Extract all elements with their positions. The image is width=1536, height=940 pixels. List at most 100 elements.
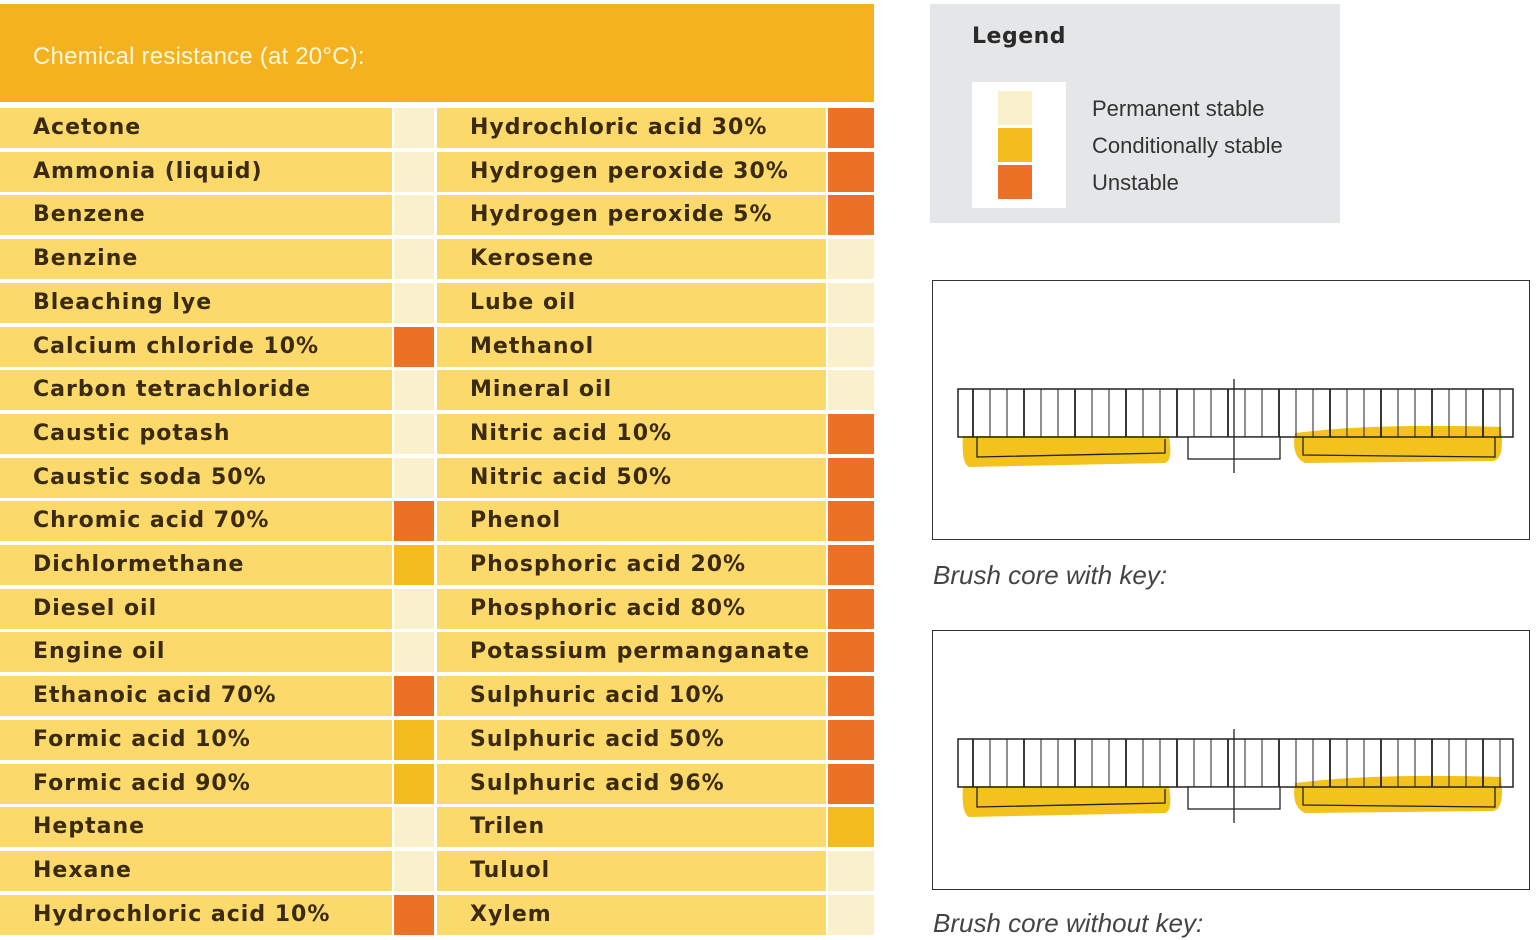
chemical-name-nitric-acid-50: Nitric acid 50% <box>437 457 826 498</box>
table-row: Bleaching lye Lube oil <box>0 282 874 323</box>
table-row: Hydrochloric acid 10% Xylem <box>0 894 874 935</box>
chemical-name-methanol: Methanol <box>437 326 826 367</box>
resistance-swatch-permanent <box>394 457 434 498</box>
chemical-name-dichlormethane: Dichlormethane <box>0 545 392 585</box>
resistance-swatch-unstable <box>394 894 434 935</box>
resistance-swatch-unstable <box>828 763 874 804</box>
resistance-swatch-permanent <box>394 807 434 848</box>
resistance-swatch-permanent <box>828 326 874 367</box>
table-row: Dichlormethane Phosphoric acid 20% <box>0 545 874 585</box>
chemical-name-ethanoic-acid-70: Ethanoic acid 70% <box>0 676 392 717</box>
caption-without-key: Brush core without key: <box>933 908 1204 938</box>
resistance-swatch-conditional <box>394 545 434 585</box>
resistance-swatch-permanent <box>828 239 874 280</box>
table-header: Chemical resistance (at 20°C): <box>0 4 874 102</box>
caption-with-key: Brush core with key: <box>933 560 1168 590</box>
resistance-swatch-unstable <box>394 501 434 542</box>
chemical-name-acetone: Acetone <box>0 108 392 148</box>
table-row: Calcium chloride 10% Methanol <box>0 326 874 367</box>
chemical-name-phenol: Phenol <box>437 501 826 542</box>
resistance-swatch-permanent <box>828 282 874 323</box>
chemical-name-sulphuric-acid-10: Sulphuric acid 10% <box>437 676 826 717</box>
table-body: Acetone Hydrochloric acid 30% Ammonia (liq… <box>0 108 874 938</box>
bristle-zone-left <box>962 436 1171 467</box>
chemical-name-formic-acid-90: Formic acid 90% <box>0 763 392 804</box>
resistance-swatch-conditional <box>828 807 874 848</box>
resistance-swatch-unstable <box>394 326 434 367</box>
bristle-zone-left <box>962 786 1171 817</box>
chemical-name-tuluol: Tuluol <box>437 850 826 891</box>
table-row: Heptane Trilen <box>0 807 874 848</box>
chemical-name-hydrochloric-acid-10: Hydrochloric acid 10% <box>0 894 392 935</box>
table-row: Engine oil Potassium permanganate <box>0 632 874 673</box>
chemical-name-sulphuric-acid-50: Sulphuric acid 50% <box>437 719 826 760</box>
table-row: Formic acid 90% Sulphuric acid 96% <box>0 763 874 804</box>
resistance-swatch-permanent <box>828 850 874 891</box>
table-row: Benzine Kerosene <box>0 239 874 280</box>
chemical-name-caustic-potash: Caustic potash <box>0 413 392 454</box>
legend-swatch-unstable <box>998 165 1032 199</box>
chemical-name-diesel-oil: Diesel oil <box>0 588 392 629</box>
resistance-swatch-conditional <box>394 719 434 760</box>
chemical-name-xylem: Xylem <box>437 894 826 935</box>
brush-core-with-key-drawing <box>957 379 1514 473</box>
table-row: Hexane Tuluol <box>0 850 874 891</box>
channel-right <box>1302 787 1496 808</box>
table-row: Ethanoic acid 70% Sulphuric acid 10% <box>0 676 874 717</box>
chemical-name-potassium-permanganate: Potassium permanganate <box>437 632 826 673</box>
bristle-zone-right <box>1294 775 1502 813</box>
legend: Legend Permanent stable Conditionally st… <box>930 4 1340 223</box>
resistance-swatch-permanent <box>394 108 434 148</box>
chemical-name-benzene: Benzene <box>0 195 392 236</box>
chemical-name-phosphoric-acid-80: Phosphoric acid 80% <box>437 588 826 629</box>
brush-core-group <box>957 379 1514 473</box>
resistance-swatch-permanent <box>394 370 434 411</box>
resistance-swatch-permanent <box>394 151 434 192</box>
brush-core-with-key-diagram <box>932 280 1530 540</box>
chemical-name-phosphoric-acid-20: Phosphoric acid 20% <box>437 545 826 585</box>
resistance-swatch-permanent <box>394 282 434 323</box>
chemical-resistance-table: Chemical resistance (at 20°C): Acetone Hy… <box>0 4 874 938</box>
table-title: Chemical resistance (at 20°C): <box>33 43 365 70</box>
legend-swatch-panel <box>972 82 1066 208</box>
chemical-name-hydrogen-peroxide-5: Hydrogen peroxide 5% <box>437 195 826 236</box>
legend-label-permanent: Permanent stable <box>1092 96 1265 121</box>
resistance-swatch-permanent <box>394 413 434 454</box>
chemical-name-hydrochloric-acid-30: Hydrochloric acid 30% <box>437 108 826 148</box>
resistance-swatch-permanent <box>394 239 434 280</box>
chemical-name-mineral-oil: Mineral oil <box>437 370 826 411</box>
resistance-swatch-unstable <box>828 632 874 673</box>
resistance-swatch-permanent <box>828 894 874 935</box>
brush-core-without-key-drawing <box>957 729 1514 823</box>
chemical-name-chromic-acid-70: Chromic acid 70% <box>0 501 392 542</box>
chemical-name-hexane: Hexane <box>0 850 392 891</box>
resistance-swatch-unstable <box>828 457 874 498</box>
table-row: Acetone Hydrochloric acid 30% <box>0 108 874 148</box>
channel-left <box>976 787 1166 808</box>
resistance-swatch-unstable <box>828 676 874 717</box>
brush-core-group <box>957 729 1514 823</box>
resistance-swatch-unstable <box>828 545 874 585</box>
resistance-swatch-unstable <box>394 676 434 717</box>
table-row: Ammonia (liquid) Hydrogen peroxide 30% <box>0 151 874 192</box>
resistance-swatch-unstable <box>828 501 874 542</box>
chemical-name-engine-oil: Engine oil <box>0 632 392 673</box>
table-row: Chromic acid 70% Phenol <box>0 501 874 542</box>
chemical-name-bleaching-lye: Bleaching lye <box>0 282 392 323</box>
resistance-swatch-unstable <box>828 108 874 148</box>
table-row: Caustic soda 50% Nitric acid 50% <box>0 457 874 498</box>
resistance-swatch-unstable <box>828 413 874 454</box>
resistance-swatch-unstable <box>828 151 874 192</box>
resistance-swatch-unstable <box>828 588 874 629</box>
chemical-name-trilen: Trilen <box>437 807 826 848</box>
table-row: Carbon tetrachloride Mineral oil <box>0 370 874 411</box>
resistance-swatch-conditional <box>394 763 434 804</box>
table-row: Caustic potash Nitric acid 10% <box>0 413 874 454</box>
channel-left <box>976 437 1166 458</box>
legend-title: Legend <box>972 24 1067 49</box>
channel-right <box>1302 437 1496 458</box>
chemical-name-hydrogen-peroxide-30: Hydrogen peroxide 30% <box>437 151 826 192</box>
chemical-name-kerosene: Kerosene <box>437 239 826 280</box>
table-row: Benzene Hydrogen peroxide 5% <box>0 195 874 236</box>
chemical-name-caustic-soda-50: Caustic soda 50% <box>0 457 392 498</box>
